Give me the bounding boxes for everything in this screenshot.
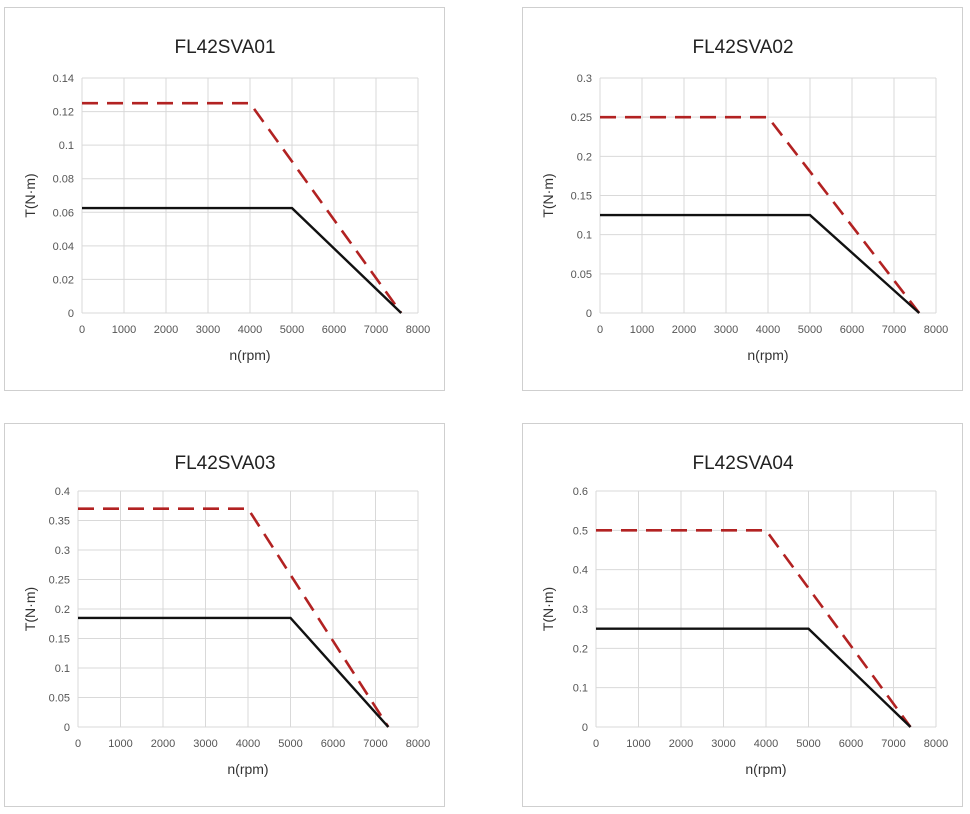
x-tick-label: 6000 [322, 324, 346, 336]
rated-torque-line [82, 206, 403, 314]
y-tick-label: 0.12 [53, 107, 74, 119]
x-tick-label: 0 [597, 324, 603, 336]
y-tick-label: 0.6 [573, 486, 588, 498]
y-tick-label: 0.3 [577, 73, 592, 85]
x-tick-label: 4000 [756, 324, 780, 336]
y-tick-label: 0.1 [55, 663, 70, 675]
chart-title: FL42SVA02 [692, 37, 793, 58]
x-tick-label: 1000 [112, 324, 136, 336]
chart-panel-4: FL42SVA04 0 1000 2000 3000 4000 5000 6000 7000 80… [522, 423, 963, 807]
x-tick-label: 3000 [196, 324, 220, 336]
chart-title: FL42SVA01 [174, 37, 275, 58]
chart-1-svg: FL42SVA01 0 1000 2000 3000 4000 5000 6000 7000 80… [22, 37, 430, 363]
chart-2-svg: FL42SVA02 0 1000 2000 3000 4000 5000 6000 7000 80… [540, 37, 948, 363]
x-tick-label: 1000 [626, 738, 650, 750]
x-tick-label: 1000 [630, 324, 654, 336]
chart-panel-3: FL42SVA03 0 1000 2000 3000 4000 5000 6000 7000 80… [4, 423, 445, 807]
peak-torque-line [596, 529, 912, 728]
x-tick-label: 7000 [882, 324, 906, 336]
chart-title: FL42SVA03 [174, 453, 275, 474]
peak-torque-line [600, 115, 921, 314]
y-tick-label: 0.15 [49, 634, 70, 646]
x-tick-label: 5000 [796, 738, 820, 750]
chart-3-svg: FL42SVA03 0 1000 2000 3000 4000 5000 6000 7000 80… [22, 453, 430, 777]
x-tick-label: 0 [593, 738, 599, 750]
x-tick-label: 5000 [798, 324, 822, 336]
x-tick-label: 6000 [840, 324, 864, 336]
y-tick-label: 0.08 [53, 174, 74, 186]
x-tick-label: 7000 [881, 738, 905, 750]
x-tick-label: 8000 [924, 324, 948, 336]
x-tick-label: 6000 [839, 738, 863, 750]
y-tick-label: 0.25 [49, 575, 70, 587]
y-tick-label: 0.35 [49, 516, 70, 528]
x-tick-label: 4000 [236, 738, 260, 750]
x-tick-label: 3000 [714, 324, 738, 336]
x-tick-label: 6000 [321, 738, 345, 750]
x-tick-label: 8000 [924, 738, 948, 750]
x-tick-label: 4000 [754, 738, 778, 750]
y-axis-label: T(N·m) [540, 173, 556, 217]
y-tick-label: 0.3 [55, 545, 70, 557]
y-tick-label: 0 [64, 722, 70, 734]
y-tick-label: 0.4 [573, 565, 588, 577]
y-tick-label: 0.1 [577, 230, 592, 242]
chart-panel-1: FL42SVA01 0 1000 2000 3000 4000 5000 6000 7000 80… [4, 7, 445, 391]
x-tick-label: 2000 [672, 324, 696, 336]
x-tick-label: 2000 [669, 738, 693, 750]
x-tick-label: 4000 [238, 324, 262, 336]
rated-torque-line [600, 213, 921, 314]
x-axis-label: n(rpm) [747, 347, 788, 363]
y-tick-label: 0.05 [49, 693, 70, 705]
y-tick-label: 0.2 [55, 604, 70, 616]
y-tick-label: 0.15 [571, 191, 592, 203]
chart-4-svg: FL42SVA04 0 1000 2000 3000 4000 5000 6000 7000 80… [540, 453, 948, 777]
x-tick-label: 7000 [363, 738, 387, 750]
y-tick-label: 0.06 [53, 207, 74, 219]
y-tick-label: 0.2 [573, 643, 588, 655]
x-tick-label: 2000 [154, 324, 178, 336]
y-tick-label: 0.05 [571, 269, 592, 281]
chart-panel-2: FL42SVA02 0 1000 2000 3000 4000 5000 6000 7000 80… [522, 7, 963, 391]
y-axis-label: T(N·m) [22, 587, 38, 631]
y-tick-label: 0 [586, 308, 592, 320]
x-tick-label: 3000 [711, 738, 735, 750]
x-tick-label: 8000 [406, 738, 430, 750]
peak-torque-line [78, 507, 390, 728]
y-tick-label: 0.5 [573, 525, 588, 537]
x-tick-label: 0 [75, 738, 81, 750]
y-tick-label: 0.02 [53, 274, 74, 286]
peak-torque-line [82, 101, 403, 314]
y-tick-label: 0.04 [53, 241, 74, 253]
x-tick-label: 5000 [280, 324, 304, 336]
x-axis-label: n(rpm) [227, 761, 268, 777]
x-tick-label: 3000 [193, 738, 217, 750]
x-tick-label: 0 [79, 324, 85, 336]
rated-torque-line [78, 616, 390, 728]
y-tick-label: 0 [68, 308, 74, 320]
rated-torque-line [596, 627, 912, 728]
y-tick-label: 0.4 [55, 486, 70, 498]
x-tick-label: 2000 [151, 738, 175, 750]
y-tick-label: 0.25 [571, 112, 592, 124]
chart-title: FL42SVA04 [692, 453, 793, 474]
y-tick-label: 0.1 [573, 683, 588, 695]
x-tick-label: 8000 [406, 324, 430, 336]
y-tick-label: 0.3 [573, 604, 588, 616]
y-tick-label: 0 [582, 722, 588, 734]
y-tick-label: 0.14 [53, 73, 74, 85]
x-axis-label: n(rpm) [745, 761, 786, 777]
x-axis-label: n(rpm) [229, 347, 270, 363]
x-tick-label: 7000 [364, 324, 388, 336]
y-axis-label: T(N·m) [22, 173, 38, 217]
x-tick-label: 5000 [278, 738, 302, 750]
x-tick-label: 1000 [108, 738, 132, 750]
y-tick-label: 0.2 [577, 151, 592, 163]
y-axis-label: T(N·m) [540, 587, 556, 631]
y-tick-label: 0.1 [59, 140, 74, 152]
